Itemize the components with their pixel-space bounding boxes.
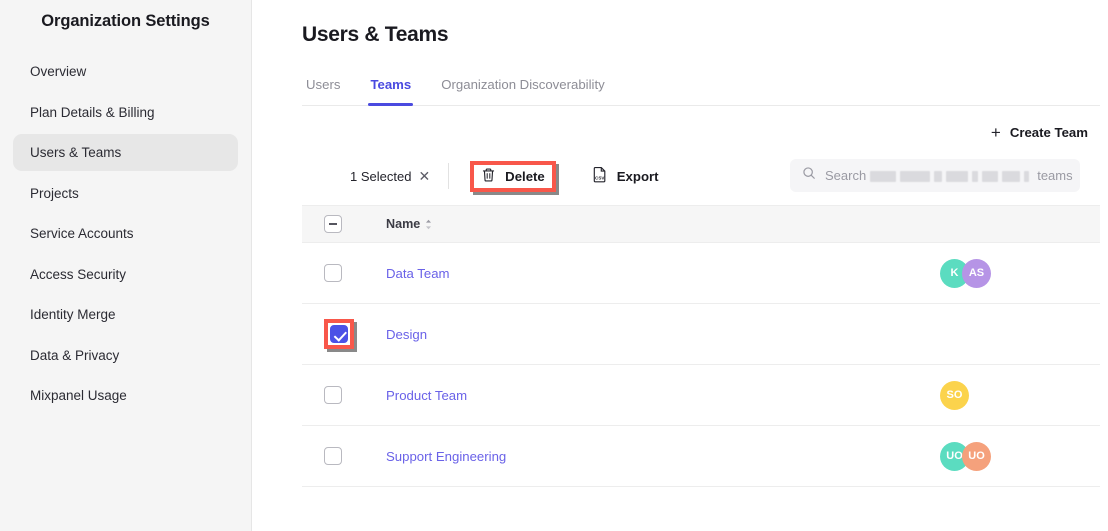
sidebar-item-data-privacy[interactable]: Data & Privacy xyxy=(13,337,238,374)
sidebar-item-overview[interactable]: Overview xyxy=(13,53,238,90)
sidebar-item-label: Access Security xyxy=(30,266,127,282)
sidebar-item-label: Service Accounts xyxy=(30,226,134,241)
avatar-group: SO xyxy=(940,380,969,410)
create-team-row: + Create Team xyxy=(302,120,1098,145)
row-select-cell xyxy=(302,447,386,465)
avatar-group: K AS xyxy=(940,258,991,288)
toolbar-divider xyxy=(448,163,450,189)
sort-by-name-button[interactable]: Name xyxy=(386,217,432,231)
sidebar-nav: Overview Plan Details & Billing Users & Te… xyxy=(0,53,251,414)
sidebar-item-label: Data & Privacy xyxy=(30,347,120,363)
sidebar-item-service-accounts[interactable]: Service Accounts xyxy=(13,215,238,252)
highlight-box xyxy=(324,319,354,349)
table-toolbar: 1 Selected ✕ Delete xyxy=(302,156,1098,196)
row-members-cell: K AS xyxy=(940,258,1100,288)
row-name-cell: Product Team xyxy=(386,388,940,403)
page-title: Users & Teams xyxy=(302,23,449,46)
redacted-block xyxy=(870,171,897,183)
teams-table: Name Data Team K AS Design Product Team SO Sup… xyxy=(302,205,1100,487)
redacted-block xyxy=(900,171,931,183)
delete-label: Delete xyxy=(505,168,545,184)
selection-count-label: 1 Selected xyxy=(350,168,412,184)
create-team-button[interactable]: + Create Team xyxy=(989,120,1090,145)
sidebar-item-label: Users & Teams xyxy=(30,145,122,160)
avatar[interactable]: UO xyxy=(940,441,969,471)
row-checkbox[interactable] xyxy=(330,325,348,343)
sidebar-item-identity-merge[interactable]: Identity Merge xyxy=(13,296,238,333)
svg-text:CSV: CSV xyxy=(595,175,605,180)
team-name-link[interactable]: Design xyxy=(386,326,428,342)
main-content: Users & Teams Users Teams Organization Dis… xyxy=(252,0,1108,531)
sidebar-item-users-teams[interactable]: Users & Teams xyxy=(13,134,238,171)
sidebar-item-label: Overview xyxy=(30,64,87,79)
avatar[interactable]: AS xyxy=(962,258,991,288)
search-placeholder: Search teams xyxy=(825,168,1073,183)
sidebar-item-label: Plan Details & Billing xyxy=(30,104,155,120)
table-body: Data Team K AS Design Product Team SO Support … xyxy=(302,243,1100,487)
row-checkbox[interactable] xyxy=(324,386,342,404)
sidebar-item-plan-details-billing[interactable]: Plan Details & Billing xyxy=(13,94,238,131)
create-team-label: Create Team xyxy=(1009,125,1088,140)
table-row: Product Team SO xyxy=(302,365,1100,426)
row-select-cell xyxy=(302,386,386,404)
search-input[interactable]: Search teams xyxy=(790,159,1080,192)
row-checkbox[interactable] xyxy=(324,264,342,282)
export-button[interactable]: CSV Export xyxy=(584,160,667,192)
team-name-link[interactable]: Data Team xyxy=(386,265,450,281)
redacted-block xyxy=(972,171,979,183)
row-select-cell xyxy=(302,319,386,349)
search-placeholder-prefix: Search xyxy=(825,168,867,183)
row-members-cell: UO UO xyxy=(940,441,1100,471)
sidebar-item-label: Mixpanel Usage xyxy=(30,388,127,403)
team-name-link[interactable]: Product Team xyxy=(386,387,468,403)
redacted-block xyxy=(1002,171,1021,183)
tab-users[interactable]: Users xyxy=(306,77,341,92)
selection-count: 1 Selected ✕ xyxy=(350,169,430,184)
clear-selection-icon[interactable]: ✕ xyxy=(418,168,431,184)
avatar[interactable]: SO xyxy=(940,380,969,410)
plus-icon: + xyxy=(990,123,1001,142)
sidebar: Organization Settings Overview Plan Detai… xyxy=(0,0,252,531)
table-row: Data Team K AS xyxy=(302,243,1100,304)
row-members-cell: SO xyxy=(940,380,1100,410)
sort-chevrons-icon xyxy=(425,219,432,230)
search-placeholder-redacted xyxy=(870,168,1033,183)
row-name-cell: Design xyxy=(386,327,940,342)
search-icon xyxy=(802,166,816,185)
sidebar-item-label: Identity Merge xyxy=(30,307,116,322)
sidebar-item-projects[interactable]: Projects xyxy=(13,175,238,212)
tab-organization-discoverability[interactable]: Organization Discoverability xyxy=(441,77,605,92)
export-label: Export xyxy=(616,168,659,184)
trash-icon xyxy=(481,167,496,186)
row-name-cell: Support Engineering xyxy=(386,449,940,464)
header-select-all-cell xyxy=(302,215,386,233)
table-row: Support Engineering UO UO xyxy=(302,426,1100,487)
avatar[interactable]: UO xyxy=(962,441,991,471)
redacted-block xyxy=(946,171,969,183)
redacted-block xyxy=(934,171,943,183)
row-name-cell: Data Team xyxy=(386,266,940,281)
team-name-link[interactable]: Support Engineering xyxy=(386,448,507,464)
sidebar-item-label: Projects xyxy=(30,185,79,201)
delete-button[interactable]: Delete xyxy=(470,160,556,192)
redacted-block xyxy=(1024,171,1030,183)
row-checkbox[interactable] xyxy=(324,447,342,465)
sidebar-item-access-security[interactable]: Access Security xyxy=(13,256,238,293)
table-header-row: Name xyxy=(302,205,1100,243)
sidebar-item-mixpanel-usage[interactable]: Mixpanel Usage xyxy=(13,377,238,414)
header-name-cell: Name xyxy=(386,217,940,231)
sidebar-title: Organization Settings xyxy=(41,12,210,30)
search-placeholder-suffix: teams xyxy=(1037,168,1073,183)
tab-teams[interactable]: Teams xyxy=(368,77,414,106)
table-row: Design xyxy=(302,304,1100,365)
csv-file-icon: CSV xyxy=(592,166,608,186)
select-all-checkbox[interactable] xyxy=(324,215,342,233)
redacted-block xyxy=(982,171,999,183)
avatar-group: UO UO xyxy=(940,441,991,471)
tab-bar: Users Teams Organization Discoverability xyxy=(302,77,1100,106)
row-select-cell xyxy=(302,264,386,282)
name-column-label: Name xyxy=(386,217,421,231)
